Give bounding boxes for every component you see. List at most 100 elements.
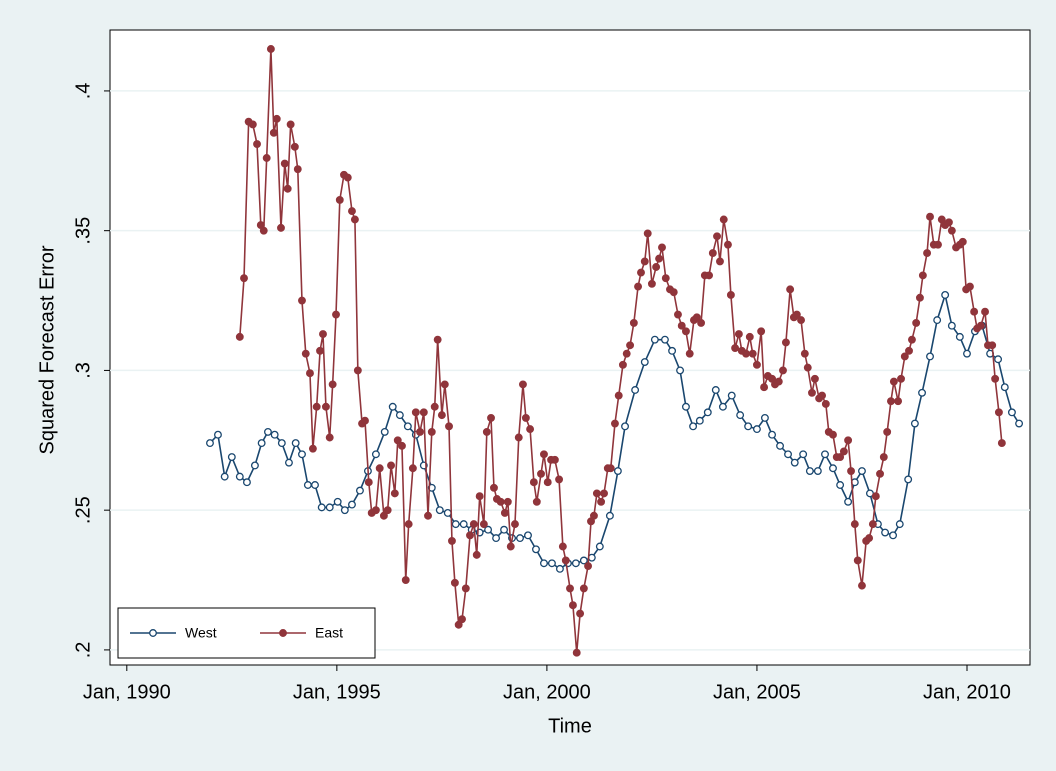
data-point [695,416,704,425]
data-point [944,218,953,227]
data-point [371,506,380,515]
data-point [595,542,604,551]
data-point [484,525,493,534]
data-point [500,509,509,517]
data-point [348,500,356,509]
data-point [894,397,903,406]
data-point [506,542,515,551]
data-point [325,503,334,512]
data-point [918,388,926,397]
data-point [605,511,614,520]
data-point [610,419,619,428]
data-point [285,458,293,467]
data-point [836,453,845,462]
data-point [745,332,754,341]
data-point [379,511,388,520]
data-point [435,506,444,515]
data-point [461,584,470,593]
data-point [650,335,659,344]
data-point [290,142,299,151]
data-point [910,419,919,428]
data-point [626,341,635,350]
x-tick-label: Jan, 1990 [83,681,171,703]
data-point [388,402,397,411]
data-point [839,447,848,456]
x-tick-label: Jan, 1995 [293,681,381,703]
data-point [401,576,410,584]
data-point [883,427,892,436]
data-point [800,349,809,358]
data-point [540,559,548,568]
data-point [475,492,484,501]
data-point [395,411,404,420]
data-point [821,400,830,408]
data-point [540,450,548,459]
data-point [631,386,640,394]
data-point [298,450,306,459]
data-point [451,520,460,529]
y-axis-title: Squared Forecast Error [36,245,58,454]
data-point [760,383,769,392]
data-point [343,173,352,182]
data-point [316,346,324,355]
data-point [836,481,845,489]
data-point [829,464,837,473]
data-point [879,453,888,462]
data-point [458,615,466,624]
data-point [900,352,909,361]
y-tick-label: .35 [72,217,94,245]
data-point [621,422,629,431]
data-point [685,349,694,358]
data-point [681,402,690,411]
data-point [303,481,312,489]
data-point [206,439,214,448]
data-point [660,335,669,344]
data-point [718,402,727,411]
data-point [661,274,670,283]
data-point [776,441,784,450]
data-point [543,478,552,487]
data-point [524,531,532,540]
data-point [844,497,853,506]
data-point [403,422,412,431]
data-point [889,531,898,540]
data-point [277,223,285,232]
data-point [328,380,337,389]
data-point [532,545,540,554]
data-point [726,291,735,299]
data-point [521,413,530,422]
data-point [529,478,538,487]
data-point [325,433,334,442]
data-point [897,374,905,383]
data-point [1015,419,1024,428]
data-point [813,467,822,475]
data-point [752,360,761,369]
data-point [981,307,990,316]
data-point [571,559,580,568]
data-point [459,520,468,529]
data-point [319,330,327,339]
data-point [393,436,402,445]
data-point [321,402,330,411]
data-point [375,464,384,473]
data-point [821,450,829,459]
y-tick-label: .25 [72,496,94,524]
data-point [923,249,932,257]
data-point [757,327,766,336]
data-point [713,232,721,241]
data-point [736,411,745,420]
data-point [643,229,652,238]
data-point [592,489,601,498]
data-point [933,316,942,325]
data-point [958,237,967,246]
data-point [537,469,545,478]
data-point [844,436,853,445]
data-point [526,425,535,434]
data-point [640,257,649,266]
data-point [340,506,349,515]
data-point [708,249,717,257]
data-point [496,497,505,506]
data-point [235,472,244,481]
data-point [934,240,942,249]
